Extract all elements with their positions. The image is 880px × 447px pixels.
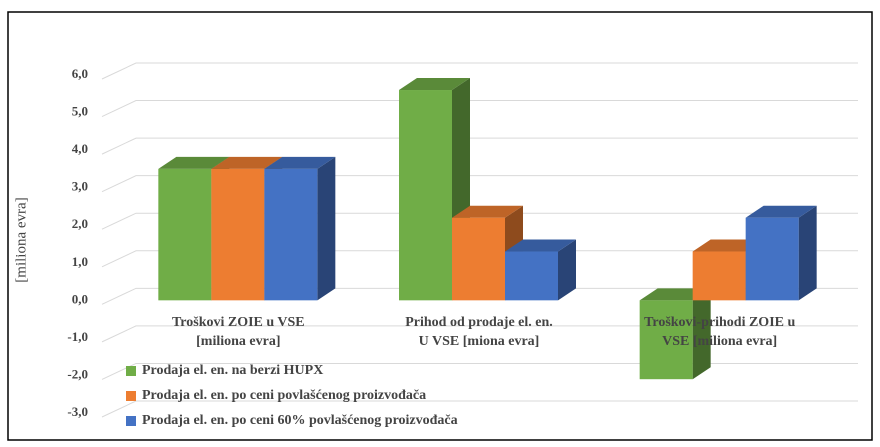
y-tick-label: 2,0 <box>72 216 88 231</box>
y-tick-label: -1,0 <box>67 329 88 344</box>
bar-top <box>211 156 283 169</box>
bar <box>399 90 452 301</box>
legend-swatch <box>126 391 136 401</box>
y-tick-label: -3,0 <box>67 404 88 419</box>
y-tick-label: 3,0 <box>72 179 88 194</box>
y-tick-label: 0,0 <box>72 291 88 306</box>
x-tick-label: [miliona evra] <box>196 334 280 349</box>
grid-line <box>101 137 858 155</box>
grid-line <box>101 175 858 193</box>
legend-label: Prodaja el. en. na berzi HUPX <box>142 363 323 378</box>
x-tick-label: VSE [miliona evra] <box>662 334 777 349</box>
grid-line <box>101 62 858 80</box>
y-axis-label: [miliona evra] <box>13 197 29 282</box>
x-tick-label: Troškovi-prihodi ZOIE u <box>644 315 795 330</box>
grid-line <box>101 212 858 230</box>
y-tick-label: -2,0 <box>67 366 88 381</box>
bar <box>505 251 558 301</box>
legend-label: Prodaja el. en. po ceni 60% povlašćenog … <box>142 413 458 428</box>
x-tick-label: U VSE [miona evra] <box>419 334 540 349</box>
legend-label: Prodaja el. en. po ceni povlašćenog proi… <box>142 388 426 403</box>
bar <box>745 217 799 301</box>
bar-top <box>745 205 817 218</box>
bar-top <box>505 239 576 252</box>
grid-line <box>101 362 858 380</box>
bar <box>692 251 746 301</box>
bar <box>264 168 318 301</box>
grid-line <box>101 100 858 118</box>
y-tick-label: 1,0 <box>72 254 88 269</box>
bar-top <box>452 205 523 218</box>
y-tick-label: 5,0 <box>72 104 88 119</box>
bar-side <box>692 288 711 380</box>
bar-side <box>317 156 336 301</box>
bar <box>452 217 505 301</box>
bar-top <box>264 156 336 169</box>
grid-line <box>101 250 858 268</box>
legend-swatch <box>126 366 136 376</box>
legend-swatch <box>126 416 136 426</box>
bar-side <box>798 205 817 301</box>
bar-top <box>158 156 230 169</box>
bar <box>211 168 265 301</box>
y-tick-label: 4,0 <box>72 141 88 156</box>
x-tick-label: Troškovi ZOIE u VSE <box>172 315 305 330</box>
bar <box>639 300 693 380</box>
grid-line <box>101 325 858 343</box>
bar <box>158 168 212 301</box>
bar-top <box>399 78 470 91</box>
x-tick-label: Prihod od prodaje el. en. <box>405 315 553 330</box>
grid-line <box>101 287 858 305</box>
bar-side <box>558 239 576 301</box>
y-tick-label: 6,0 <box>72 66 88 81</box>
